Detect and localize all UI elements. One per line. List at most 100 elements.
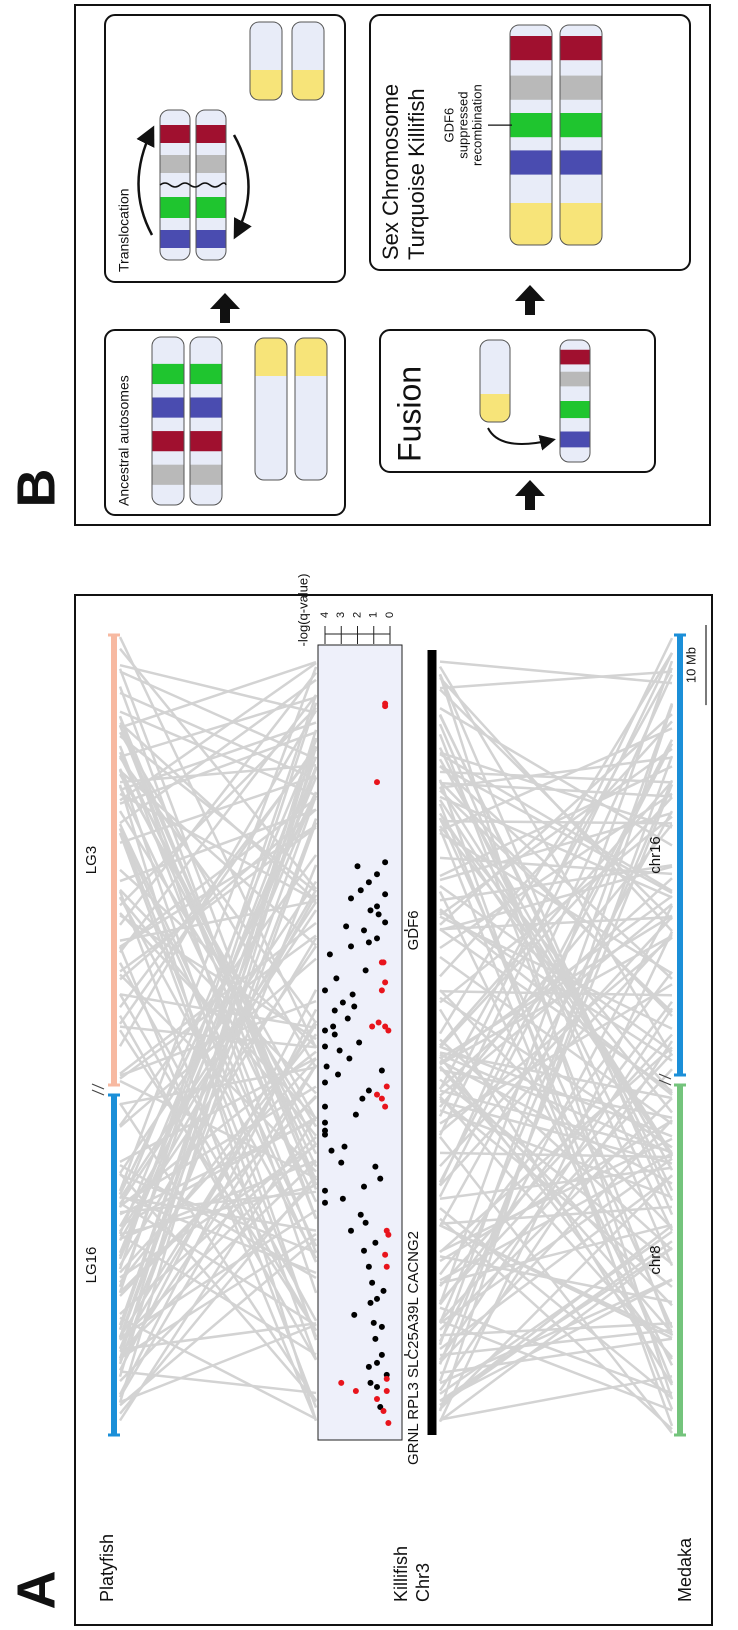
chromosome-cap <box>560 203 602 224</box>
scatter-point <box>379 1324 385 1330</box>
chromosome-band <box>561 372 590 387</box>
scatter-point <box>343 923 349 929</box>
chromosome-band <box>511 36 552 60</box>
scatter-point <box>322 1188 328 1194</box>
rotated-figure: A B PlatyfishKillifishChr3MedakaLG16LG3c… <box>6 5 712 1625</box>
stage-label: Sex Chromosome <box>378 84 403 260</box>
chromosome-band <box>161 155 190 173</box>
gene-label: GDF6 <box>405 910 422 950</box>
scatter-point <box>374 1296 380 1302</box>
chromosome-band <box>511 113 552 137</box>
scatter-point <box>368 1380 374 1386</box>
synteny-line <box>440 1339 672 1373</box>
chromosome-band <box>153 465 184 485</box>
chromosome-band <box>191 465 222 485</box>
scatter-point <box>340 1196 346 1202</box>
species-label: Chr3 <box>413 1563 433 1602</box>
scatter-point <box>384 1388 390 1394</box>
species-label: Platyfish <box>97 1534 117 1602</box>
scatter-point <box>382 919 388 925</box>
scatter-point <box>324 1064 330 1070</box>
scatter-point <box>351 1003 357 1009</box>
scatter-point <box>353 1112 359 1118</box>
scatter-point <box>385 1420 391 1426</box>
annotation: suppressed <box>455 91 470 158</box>
scatter-point <box>333 975 339 981</box>
scatter-point <box>382 859 388 865</box>
scale-bar-label: 10 Mb <box>683 647 698 683</box>
scatter-point <box>376 911 382 917</box>
scatter-point <box>356 1040 362 1046</box>
scatter-point <box>366 1264 372 1270</box>
chromosome-band <box>191 431 222 451</box>
scatter-point <box>371 1320 377 1326</box>
chromosome <box>190 337 222 505</box>
scatter-point <box>337 1048 343 1054</box>
scatter-point <box>382 1252 388 1258</box>
chromosome-band <box>161 197 190 218</box>
chromosome-label: chr16 <box>647 836 664 874</box>
chromosome-cap <box>480 394 510 408</box>
chromosome-band <box>153 431 184 451</box>
scatter-point <box>330 1023 336 1029</box>
scatter-point <box>348 943 354 949</box>
chromosome-band <box>561 432 590 448</box>
scatter-point <box>363 967 369 973</box>
scatter-point <box>342 1144 348 1150</box>
scatter-point <box>348 895 354 901</box>
chromosome-band <box>191 364 222 384</box>
scatter-point <box>374 871 380 877</box>
scatter-point <box>338 1160 344 1166</box>
panel-label: B <box>6 469 66 508</box>
curved-arrow <box>234 135 249 235</box>
flow-arrow <box>515 480 545 510</box>
chromosome-band <box>197 197 226 218</box>
scatter-point <box>374 935 380 941</box>
y-tick-label: 2 <box>351 612 363 618</box>
scatter-point <box>366 879 372 885</box>
stage-label: Turquoise Killifish <box>404 88 429 260</box>
scatter-point <box>379 987 385 993</box>
scatter-point <box>366 1364 372 1370</box>
chromosome <box>160 110 190 260</box>
y-tick-label: 1 <box>368 612 380 618</box>
scatter-point <box>329 1148 335 1154</box>
scatter-point <box>384 1084 390 1090</box>
chromosome-cap <box>292 70 324 85</box>
gene-label: GRNL RPL3 SLC25A39L CACNG2 <box>405 1231 422 1465</box>
scatter-point <box>384 1376 390 1382</box>
scatter-point <box>384 1264 390 1270</box>
scatter-point <box>366 939 372 945</box>
curved-arrow <box>488 428 552 444</box>
panel-label: A <box>6 1571 66 1610</box>
chromosome-band <box>561 401 590 418</box>
scatter-point <box>322 1120 328 1126</box>
break-mark <box>92 1090 104 1095</box>
chromosome-band <box>561 76 602 100</box>
scatter-point <box>366 1088 372 1094</box>
scatter-point <box>372 1164 378 1170</box>
chromosome-band <box>153 364 184 384</box>
chromosome-band <box>561 150 602 174</box>
annotation: GDF6 <box>441 108 456 143</box>
scatter-point <box>369 1280 375 1286</box>
flow-arrow <box>210 293 240 323</box>
scatter-point <box>351 1312 357 1318</box>
scatter-point <box>332 1031 338 1037</box>
curved-arrow <box>139 130 153 235</box>
scatter-point <box>382 979 388 985</box>
scatter-point <box>377 1176 383 1182</box>
scatter-point <box>327 951 333 957</box>
scatter-point <box>345 1015 351 1021</box>
scatter-point <box>379 959 385 965</box>
chromosome-cap <box>250 70 282 85</box>
scatter-point <box>374 903 380 909</box>
scatter-point <box>382 1104 388 1110</box>
scatter-point <box>379 1352 385 1358</box>
scatter-point <box>322 1080 328 1086</box>
scatter-point <box>379 1096 385 1102</box>
scatter-point <box>372 1336 378 1342</box>
chromosome <box>292 22 324 100</box>
chromosome <box>152 337 184 505</box>
scatter-point <box>374 1396 380 1402</box>
